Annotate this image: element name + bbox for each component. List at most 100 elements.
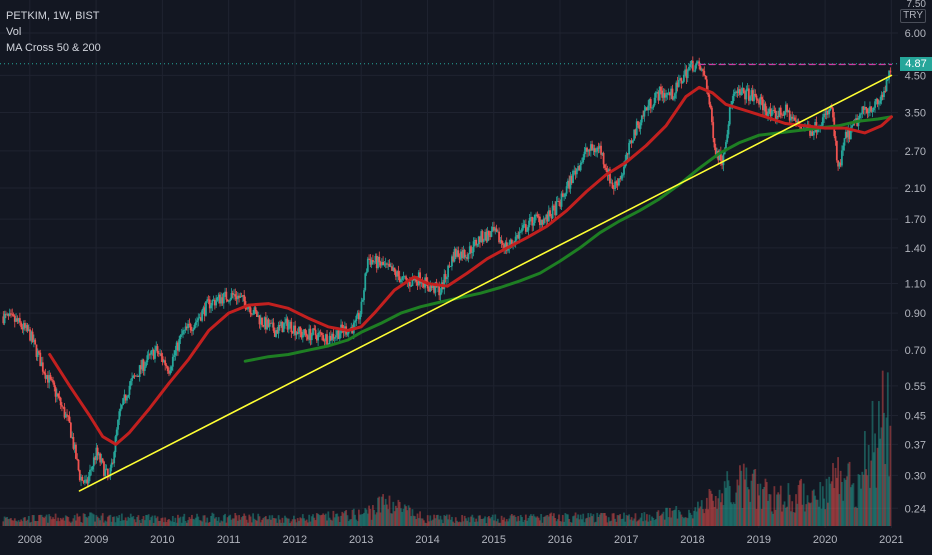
volume-bar — [662, 511, 665, 526]
volume-bar — [680, 514, 683, 526]
volume-bar — [343, 511, 346, 526]
currency-badge[interactable]: TRY — [900, 9, 926, 23]
symbol-title[interactable]: PETKIM, 1W, BIST — [6, 10, 100, 22]
volume-bar — [672, 510, 675, 526]
candle-body — [414, 278, 416, 281]
volume-bar — [416, 513, 419, 526]
candle-body — [62, 406, 65, 408]
volume-bar — [128, 518, 131, 526]
volume-bar — [16, 521, 19, 526]
volume-bar — [491, 514, 494, 526]
candle-body — [783, 111, 786, 116]
volume-bar — [742, 463, 745, 526]
volume-bar — [192, 518, 195, 526]
candle-body — [584, 147, 587, 152]
volume-bar — [417, 518, 420, 526]
volume-bar — [38, 515, 40, 526]
volume-bar — [827, 502, 829, 526]
candle-body — [542, 218, 545, 225]
volume-bar — [363, 512, 365, 526]
volume-bar — [64, 515, 67, 526]
volume-bar — [131, 517, 133, 526]
volume-bar — [188, 517, 191, 526]
candle-body — [559, 202, 562, 207]
candle-body — [651, 107, 653, 109]
volume-bar — [787, 483, 790, 526]
candle-body — [810, 131, 813, 136]
volume-bar — [632, 520, 634, 526]
y-tick-label: 3.50 — [905, 108, 926, 120]
candle-body — [47, 375, 49, 383]
volume-bar — [504, 521, 507, 526]
volume-bar — [526, 520, 529, 526]
volume-bar — [185, 522, 188, 526]
candle-body — [523, 224, 526, 226]
volume-bar — [435, 515, 438, 526]
volume-bar — [885, 417, 888, 526]
volume-bar — [96, 516, 99, 526]
candle-body — [582, 157, 585, 163]
candle-body — [126, 397, 128, 401]
candle-body — [886, 79, 889, 81]
volume-bar — [359, 514, 362, 526]
candle-body — [588, 150, 591, 151]
candle-body — [638, 125, 641, 129]
volume-bar — [635, 521, 638, 526]
volume-bar — [220, 520, 223, 526]
candle-body — [524, 224, 527, 232]
volume-bar — [222, 515, 225, 526]
volume-bar — [285, 517, 288, 526]
volume-bar — [94, 521, 96, 526]
volume-bar — [722, 505, 725, 526]
volume-indicator-label[interactable]: Vol — [6, 26, 22, 38]
candle-body — [248, 306, 251, 308]
volume-bar — [693, 510, 695, 526]
volume-bar — [675, 505, 678, 526]
volume-bar — [847, 463, 850, 526]
candle-body — [433, 283, 435, 293]
candle-body — [384, 263, 387, 265]
volume-bar — [24, 517, 26, 526]
candle-body — [431, 283, 434, 289]
volume-bar — [621, 518, 624, 526]
candle-body — [11, 313, 14, 315]
candle-body — [402, 276, 405, 278]
volume-bar — [480, 518, 483, 526]
volume-bar — [625, 515, 628, 526]
volume-bar — [410, 516, 413, 526]
volume-bar — [532, 514, 535, 526]
volume-bar — [354, 514, 356, 526]
candle-body — [770, 111, 773, 117]
volume-bar — [287, 518, 290, 526]
candle-body — [389, 266, 392, 268]
volume-bar — [393, 511, 396, 526]
volume-bar — [741, 508, 744, 526]
candle-body — [81, 476, 84, 481]
candle-body — [165, 365, 168, 367]
volume-bar — [377, 497, 379, 526]
volume-bar — [666, 507, 669, 526]
volume-bar — [217, 517, 220, 526]
candle-body — [48, 375, 51, 383]
volume-bar — [470, 516, 472, 526]
volume-bar — [730, 502, 732, 526]
candle-body — [178, 339, 181, 351]
volume-bar — [763, 486, 766, 526]
volume-bar — [583, 522, 586, 526]
volume-bar — [490, 517, 493, 526]
ma-cross-indicator-label[interactable]: MA Cross 50 & 200 — [6, 42, 101, 54]
volume-bar — [119, 520, 122, 526]
volume-bar — [600, 512, 602, 526]
candle-body — [745, 89, 748, 100]
volume-bar — [579, 514, 582, 526]
candle-body — [420, 281, 423, 284]
candle-body — [889, 70, 892, 73]
volume-bar — [380, 496, 383, 526]
candle-body — [419, 272, 421, 284]
candle-body — [27, 329, 30, 331]
volume-bar — [658, 516, 661, 526]
volume-bar — [795, 494, 797, 526]
candle-body — [791, 116, 794, 119]
